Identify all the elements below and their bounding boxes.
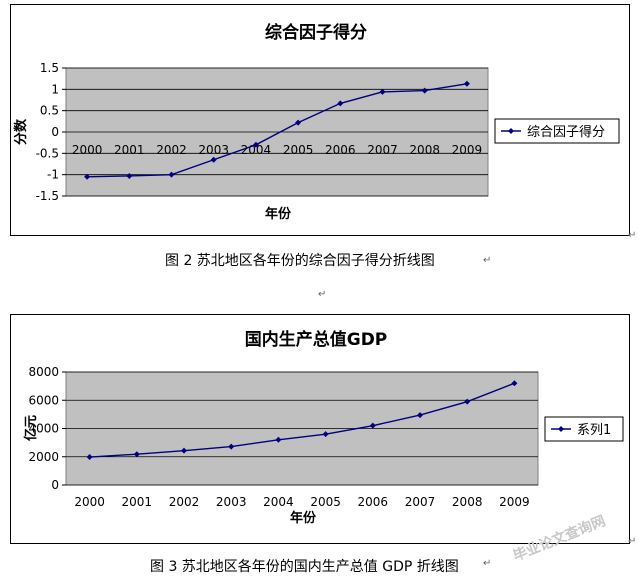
x-tick-label: 2009	[499, 495, 530, 509]
x-tick-label: 2005	[283, 143, 314, 157]
x-tick-label: 2006	[358, 495, 389, 509]
data-point	[379, 88, 386, 95]
chart-title: 国内生产总值GDP	[245, 329, 388, 350]
x-tick-label: 2000	[74, 495, 105, 509]
series-line	[87, 83, 468, 178]
legend-marker	[558, 426, 564, 432]
legend-label: 综合因子得分	[527, 124, 605, 140]
x-tick-label: 2007	[367, 143, 398, 157]
series-line	[89, 382, 515, 458]
chart-title: 综合因子得分	[265, 22, 367, 43]
figure-2-caption: 图 2 苏北地区各年份的综合因子得分折线图	[165, 253, 435, 269]
x-axis-label: 年份	[265, 206, 292, 222]
x-tick-label: 2005	[310, 495, 341, 509]
paragraph-mark: ↵	[318, 289, 327, 300]
x-tick-label: 2008	[409, 143, 440, 157]
y-tick-label: 8000	[28, 365, 59, 379]
y-axis-label: 分数	[13, 118, 29, 145]
y-tick-label: 0.5	[40, 104, 59, 118]
data-point	[322, 431, 329, 438]
y-tick-label: -0.5	[36, 146, 59, 160]
factor-score-line-chart: 综合因子得分 1.5 1 0.5 0 -0.5 -1 -1.5 2000 2001 2002 2003…	[13, 22, 620, 222]
x-tick-label: 2003	[216, 495, 247, 509]
x-tick-label: 2009	[452, 143, 483, 157]
x-tick-label: 2002	[169, 495, 200, 509]
x-tick-label: 2006	[325, 143, 356, 157]
legend-label: 系列1	[577, 423, 611, 438]
paragraph-mark: ↵	[483, 255, 492, 266]
x-axis-label: 年份	[290, 510, 317, 526]
x-tick-label: 2008	[452, 495, 483, 509]
legend-marker	[508, 128, 514, 134]
y-tick-label: 0	[51, 125, 59, 139]
x-tick-label: 2003	[198, 143, 229, 157]
x-tick-label: 2000	[72, 143, 103, 157]
data-point	[369, 422, 376, 429]
data-point	[228, 443, 235, 450]
x-tick-label: 2004	[263, 495, 294, 509]
data-point	[417, 412, 423, 419]
x-tick-label: 2001	[114, 143, 145, 157]
y-tick-label: 4000	[28, 422, 59, 436]
y-tick-label: -1.5	[36, 189, 59, 203]
data-point	[126, 172, 133, 179]
y-tick-label: 1	[51, 82, 59, 96]
data-point	[421, 87, 428, 94]
chart-frame-gdp: 国内生产总值GDP 8000 6000 4000 2000 0 2000 2001 2002 20…	[10, 314, 630, 544]
x-tick-label: 2001	[122, 495, 153, 509]
y-tick-label: -1	[47, 168, 59, 182]
data-point	[86, 454, 93, 461]
data-point	[133, 451, 140, 458]
data-point	[511, 380, 518, 387]
data-point	[252, 141, 259, 148]
data-point	[168, 171, 175, 178]
data-point	[464, 398, 471, 405]
y-tick-label: 2000	[28, 450, 59, 464]
data-point	[275, 436, 282, 443]
paragraph-mark: ↵	[483, 558, 492, 569]
paragraph-mark: ↵	[628, 536, 637, 547]
figure-3-caption: 图 3 苏北地区各年份的国内生产总值 GDP 折线图	[150, 559, 459, 575]
y-axis-label: 亿元	[23, 415, 39, 441]
gdp-line-chart: 国内生产总值GDP 8000 6000 4000 2000 0 2000 2001 2002 20…	[23, 329, 624, 526]
data-point	[295, 119, 302, 126]
x-tick-label: 2007	[405, 495, 436, 509]
chart-frame-factor-score: 综合因子得分 1.5 1 0.5 0 -0.5 -1 -1.5 2000 2001 2002 2003…	[10, 4, 630, 236]
y-tick-label: 6000	[28, 393, 59, 407]
data-point	[84, 173, 91, 180]
x-tick-label: 2004	[241, 143, 272, 157]
paragraph-mark: ↵	[628, 230, 637, 241]
x-tick-label: 2002	[156, 143, 187, 157]
data-point	[337, 100, 344, 107]
y-tick-label: 0	[51, 478, 59, 492]
y-tick-label: 1.5	[40, 61, 59, 75]
data-point	[181, 447, 187, 454]
data-point	[463, 80, 470, 87]
data-point	[210, 156, 217, 163]
